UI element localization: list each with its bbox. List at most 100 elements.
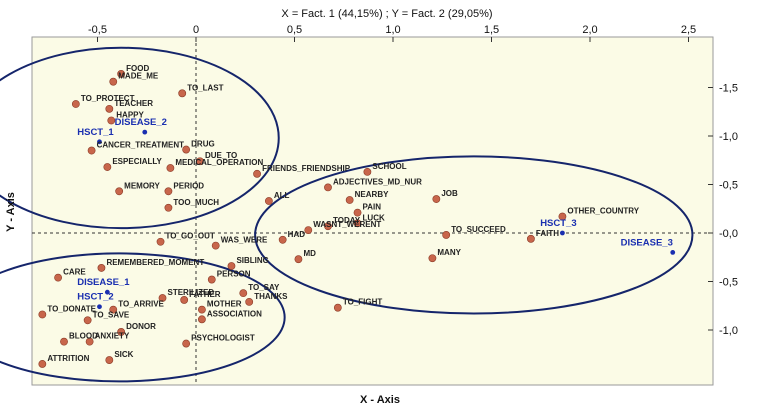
supplementary-point [670,250,676,255]
point-label: MD [303,249,316,258]
point-label: MEDICAL_OPERATION [175,158,263,167]
point-label: TO_SAVE [93,310,130,319]
data-point [245,297,254,306]
data-point [87,146,96,155]
point-label: DONOR [126,322,156,331]
point-label: FAITH [536,229,559,238]
point-label: TO_FIGHT [343,298,383,307]
data-point [115,187,124,196]
supplementary-label: DISEASE_1 [77,277,130,288]
supplementary-label: DISEASE_3 [621,237,673,248]
data-point [117,70,126,78]
point-label: CARE [63,268,86,277]
point-label: TO_SUCCEED [451,225,506,234]
data-point [178,89,187,98]
point-label: FOOD [126,64,149,73]
cluster-ellipse [0,46,280,230]
y-tick-label: -0,5 [719,277,738,289]
data-point [97,264,106,272]
point-label: LUCK [363,213,385,222]
point-label: WASNT_WERENT [313,220,381,229]
point-label: TO_DONATE [47,304,96,313]
data-point [103,163,112,171]
point-label: SICK [114,350,133,359]
point-label: TO_PROTECT [81,94,135,103]
data-point [156,237,165,246]
data-point [363,167,372,176]
data-point [304,226,313,234]
point-label: BLOOD [69,332,98,341]
point-label: TO_LAST [187,83,223,92]
point-label: PSYCHOLOGIST [191,334,255,343]
point-label: DUE_TO [205,151,237,160]
data-point [38,360,47,368]
data-point [166,164,175,172]
point-label: SCHOOL [372,162,406,171]
x-tick-label: 0,5 [287,24,302,36]
point-label: PAIN [363,203,382,212]
y-tick-label: -0,0 [719,228,738,240]
data-point [38,310,47,319]
data-point [324,183,332,192]
point-label: ASSOCIATION [207,309,262,318]
data-point [182,145,191,154]
data-point [105,104,114,113]
supplementary-label: HSCT_2 [77,292,113,303]
supplementary-label: DISEASE_2 [115,117,167,128]
data-point [109,305,118,314]
data-point [54,273,62,282]
point-label: ANXIETY [95,332,130,341]
data-point [158,294,167,302]
y-tick-label: -1,0 [719,131,738,143]
point-label: MOTHER [207,300,242,309]
point-label: TEACHER [114,99,153,108]
point-label: ADJECTIVES_MD_NUR [333,177,422,186]
data-point [164,203,173,212]
data-point [105,356,114,364]
point-label: PERIOD [173,181,204,190]
data-point [353,208,362,217]
data-point [278,235,287,244]
x-axis-title: X - Axis [360,394,400,406]
data-point [211,241,220,250]
x-tick-label: 1,5 [484,24,499,36]
point-label: MANY [437,248,461,257]
data-point [85,337,94,346]
data-point [558,212,567,221]
point-label: NEARBY [355,190,389,199]
point-label: WAS_WERE [221,236,268,245]
data-point [264,197,273,205]
supplementary-point [97,139,102,145]
x-tick-label: 2,0 [582,24,597,36]
data-point [432,195,441,203]
point-label: FRIENDS_FRIENDSHIP [262,164,351,173]
data-point [428,254,437,263]
point-label: TO_ARRIVE [118,300,164,309]
data-point [353,219,362,228]
point-label: ESPECIALLY [112,157,162,166]
point-label: TO_GO_OUT [166,232,215,241]
point-label: JOB [441,189,458,198]
point-label: HAD [288,230,306,239]
supplementary-point [142,129,148,135]
data-point [180,296,189,304]
point-label: STERILIZED [168,288,215,297]
cluster-ellipse [0,252,286,383]
point-label: FATHER [189,290,221,299]
data-point [109,77,118,86]
y-axis-title: Y - Axis [5,192,17,232]
data-point [182,339,191,348]
data-point [198,305,206,314]
data-point [294,255,303,264]
point-label: TODAY [333,216,361,225]
point-label: DRUG [191,140,215,149]
chart-title: X = Fact. 1 (44,15%) ; Y = Fact. 2 (29,0… [281,8,492,20]
point-label: PERSON [217,270,251,279]
point-label: HAPPY [116,110,144,119]
data-point [107,116,116,125]
point-label: REMEMBERED_MOMENT [106,258,204,267]
data-point [207,275,216,284]
data-point [71,100,80,108]
